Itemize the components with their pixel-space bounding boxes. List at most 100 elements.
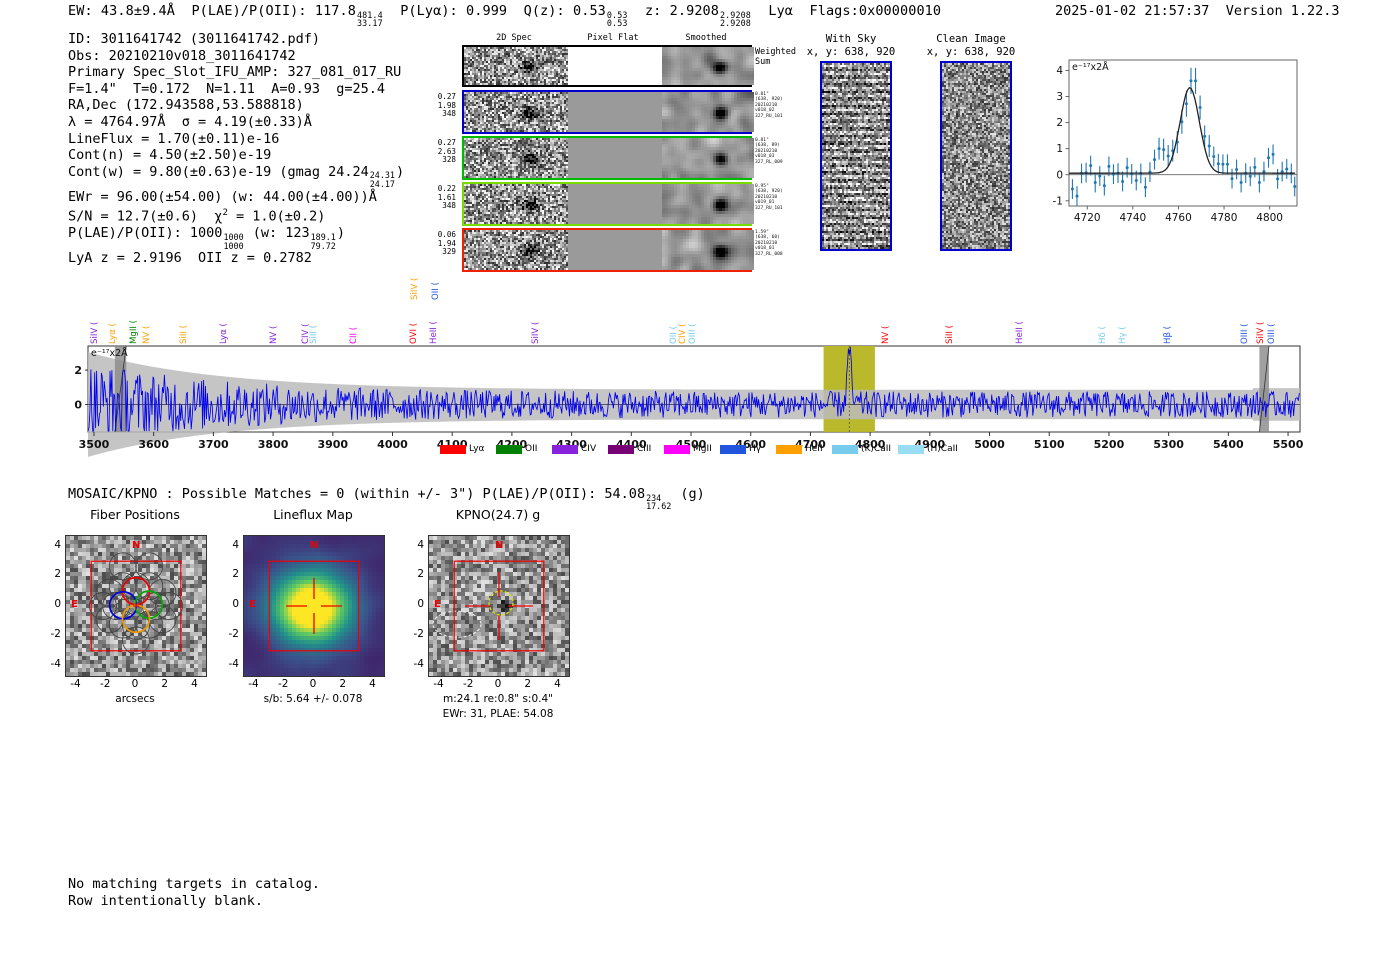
spec2d-row-meta-4: 1.59" (638, 60) 20210210 v018_01 327_RL_008	[755, 230, 815, 257]
fraction-annotation: 234 17.62	[646, 492, 672, 512]
spec2d-row-meta-1: 0.81" (638, 920) 20210210 v018_02 327_RU_101	[755, 92, 815, 119]
spec2d-metric: 1.98	[437, 100, 456, 110]
spec2d-meta-line: 0.95"	[755, 184, 769, 189]
emission-line-label-24: OIII (	[1240, 323, 1251, 344]
spec2d-meta-line: (638, 60)	[755, 235, 780, 241]
emission-line-label-8: SiII (	[309, 325, 320, 344]
panel-image-kpno	[428, 535, 570, 677]
spec2d-meta-line: 0.81"	[755, 92, 769, 97]
spec2d-pixel-flat-image	[568, 138, 662, 178]
spec2d-row-4	[462, 228, 754, 272]
emission-line-label-1: Lyα (	[107, 323, 118, 344]
fraction-annotation: 189.1 79.72	[310, 231, 336, 251]
panel-xtick: 4	[369, 678, 376, 690]
spec2d-metric: 329	[442, 247, 456, 257]
legend-item-HeII: HeII	[776, 444, 823, 454]
emission-line-label-10: OVI (	[408, 322, 419, 344]
legend-item-MgII: MgII	[664, 444, 712, 454]
panel-ytick: -4	[50, 657, 61, 670]
compass-north-0: N	[132, 540, 141, 551]
legend-swatch	[496, 444, 522, 454]
info-line-2: Primary Spec_Slot_IFU_AMP: 327_081_017_R…	[68, 64, 402, 81]
spec2d-column-title-0: 2D Spec	[496, 33, 532, 43]
legend-label: (H)CaII	[927, 444, 958, 454]
cutout-title-1: Clean Image	[936, 33, 1006, 45]
spec2d-meta-line: 20210210	[755, 102, 778, 108]
mosaic-kpno-summary-line: MOSAIC/KPNO : Possible Matches = 0 (with…	[68, 486, 705, 512]
spec2d-row-meta-3: 0.95" (638, 920) 20210210 v019_01 327_RU_101	[755, 184, 815, 211]
emission-line-label-4: SiII (	[178, 325, 189, 344]
spec2d-raw-image	[464, 230, 568, 270]
spec2d-metric: 1.61	[437, 192, 456, 202]
panel-xtick: -2	[278, 678, 289, 690]
compass-east-1: E	[249, 599, 256, 611]
header-field-6: Flags:0x00000010	[809, 3, 942, 19]
legend-label: OII	[525, 444, 538, 454]
cutout-title-0: With Sky	[825, 33, 877, 45]
detection-info-block: ID: 3011641742 (3011641742.pdf) Obs: 2021…	[68, 31, 404, 267]
spec2d-metric: 348	[442, 109, 456, 119]
panel-ytick: 0	[54, 598, 61, 610]
info-line-5: λ = 4764.97Å σ = 4.19(±0.33)Å	[68, 113, 312, 130]
header-summary-line: EW: 43.8±9.4Å P(LAE)/P(OII): 117.8 481.4 3…	[68, 3, 958, 28]
spec2d-meta-line: v018_02	[755, 108, 775, 114]
panel-ytick: 0	[417, 598, 424, 610]
legend-item-CIV: CIV	[552, 444, 596, 454]
spec2d-weighted-sum-label: Weighted Sum	[755, 47, 796, 67]
legend-swatch	[608, 444, 634, 454]
spec2d-pixel-flat-image	[568, 92, 662, 132]
panel-xtick: -4	[248, 678, 259, 690]
panel-xtick: 0	[309, 678, 317, 690]
panel-ytick: -2	[413, 627, 424, 640]
two-d-spectra-panel: 2D Spec Pixel Flat Smoothed 0.27 1.98 348 0.81…	[420, 33, 796, 272]
panel-xtick: 2	[339, 678, 347, 690]
spec2d-row-0	[462, 45, 754, 87]
panel-ytick: 2	[54, 568, 61, 581]
legend-item-OII: OII	[496, 444, 537, 454]
spec2d-meta-line: 327_RL_009	[755, 159, 783, 165]
header-field-2: P(Lyα): 0.999	[400, 3, 508, 19]
emission-line-label-3: NV (	[141, 325, 152, 344]
emission-line-label-5: Lyα (	[218, 323, 229, 344]
header-field-0: EW: 43.8±9.4Å	[68, 3, 175, 19]
emission-line-label-0: SiIV (	[89, 321, 100, 344]
panel-ytick: -2	[228, 627, 239, 640]
spec2d-meta-line: (638, 920)	[755, 189, 783, 195]
spec2d-meta-line: (638, 920)	[755, 97, 783, 103]
cutout-coords-1: x, y: 638, 920	[926, 46, 1016, 58]
spec2d-row-metrics-4: 0.06 1.94 329	[420, 230, 456, 257]
panel-ytick: -4	[413, 657, 424, 670]
info-line-snr: S/N = 12.7(±0.6) χ2 = 1.0(±0.2)	[68, 208, 326, 225]
panel-ytick: 0	[232, 598, 239, 610]
spec2d-metric: 2.63	[437, 146, 456, 156]
legend-label: HeII	[805, 444, 823, 454]
spec2d-raw-image	[464, 138, 568, 178]
spec2d-smoothed-image	[662, 138, 754, 178]
fraction-annotation: 0.53 0.53	[606, 9, 628, 29]
panel-xtick: -2	[100, 678, 111, 690]
info-line-3: F=1.4" T=0.172 N=1.11 A=0.93 g=25.4	[68, 80, 385, 97]
panel-xtick: 0	[494, 678, 502, 690]
fraction-annotation: 2.9208 2.9208	[720, 9, 751, 29]
weighted-sum-line: Weighted	[755, 47, 796, 57]
spec2d-pixel-flat-image	[568, 230, 662, 270]
spec2d-row-metrics-2: 0.27 2.63 328	[420, 138, 456, 165]
emission-line-zoom-chart: 4720 4740 4760 4780 4800 -1 0 1 2 3 4 e⁻¹⁷x2Å	[1035, 46, 1305, 236]
emission-line-label-26: OIII (	[1266, 323, 1277, 344]
emission-line-label-25: SiIV (	[1256, 321, 1267, 344]
spec2d-row-metrics-1: 0.27 1.98 348	[420, 92, 456, 119]
header-timestamp: 2025-01-02 21:57:37	[1055, 3, 1210, 19]
legend-label: CIV	[581, 444, 597, 454]
fraction-annotation: 24.31 24.17	[369, 170, 395, 189]
spec2d-meta-line: 20210210	[755, 148, 778, 154]
compass-east-0: E	[71, 599, 78, 611]
spec2d-meta-line: 327_RL_008	[755, 251, 783, 257]
emission-line-label-6: NV (	[268, 325, 279, 344]
info-line-7: Cont(n) = 4.50(±2.50)e-19	[68, 147, 272, 164]
emission-line-label-12: HeII (	[428, 321, 439, 344]
spec2d-row-3	[462, 182, 754, 226]
spec2d-pixel-flat-image	[568, 47, 662, 85]
emission-line-label-21: Hδ (	[1097, 326, 1108, 344]
spec2d-smoothed-image	[662, 230, 754, 270]
header-version: Version 1.22.3	[1225, 3, 1340, 19]
